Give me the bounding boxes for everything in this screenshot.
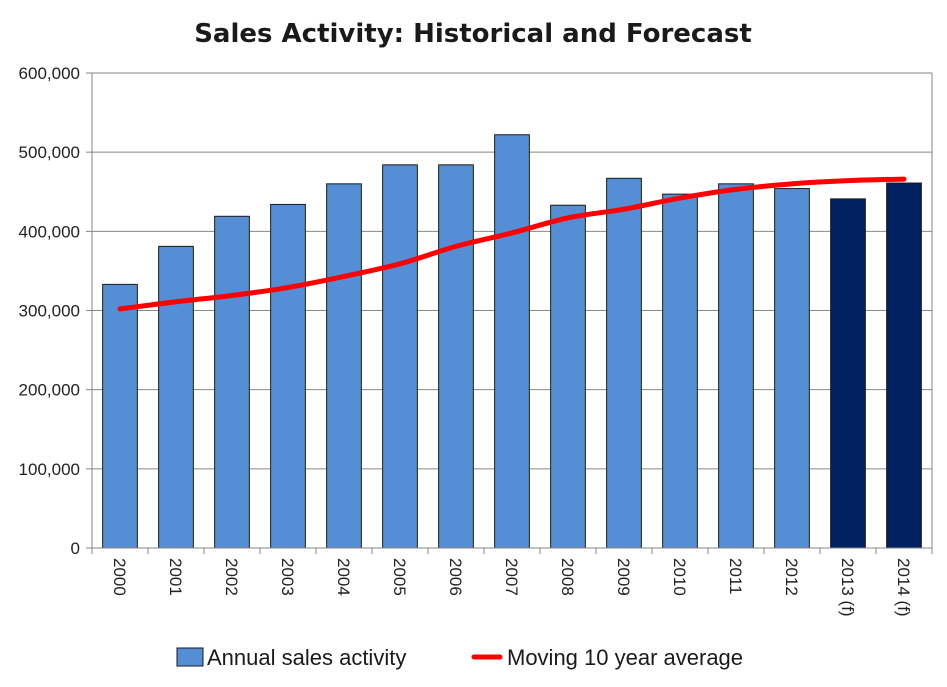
y-tick-label: 200,000 bbox=[19, 381, 80, 400]
forecast-bar bbox=[886, 182, 922, 549]
bar bbox=[326, 183, 362, 549]
x-tick-label: 2011 bbox=[726, 558, 745, 595]
bar bbox=[606, 177, 642, 549]
bar bbox=[214, 215, 250, 549]
y-tick-label: 400,000 bbox=[19, 222, 80, 241]
x-tick-label: 2008 bbox=[558, 558, 577, 596]
chart-title: Sales Activity: Historical and Forecast bbox=[194, 19, 752, 49]
bar bbox=[158, 245, 194, 549]
moving-average-line bbox=[117, 176, 907, 312]
bar bbox=[662, 193, 698, 549]
x-tick-label: 2003 bbox=[278, 558, 297, 596]
x-tick-label: 2002 bbox=[222, 558, 241, 596]
bar bbox=[382, 164, 418, 549]
legend-swatch-bar bbox=[176, 647, 204, 667]
bar bbox=[494, 134, 530, 549]
axes bbox=[86, 72, 933, 554]
y-tick-label: 100,000 bbox=[19, 460, 80, 479]
bar bbox=[438, 164, 474, 549]
x-tick-label: 2001 bbox=[166, 558, 185, 596]
x-tick-label: 2006 bbox=[446, 558, 465, 596]
y-tick-label: 0 bbox=[71, 539, 80, 558]
bar bbox=[774, 188, 810, 549]
legend-label-bar: Annual sales activity bbox=[207, 645, 406, 670]
bar bbox=[718, 183, 754, 549]
x-tick-label: 2010 bbox=[670, 558, 689, 596]
y-tick-label: 600,000 bbox=[19, 64, 80, 83]
x-tick-label: 2007 bbox=[502, 558, 521, 596]
legend-label-line: Moving 10 year average bbox=[507, 645, 743, 670]
x-tick-labels: 2000 2001 2002 2003 2004 2005 2006 2007 2008 2009… bbox=[110, 558, 913, 617]
y-tick-label: 300,000 bbox=[19, 302, 80, 321]
bars bbox=[102, 134, 922, 549]
x-tick-label: 2014 (f) bbox=[894, 558, 913, 617]
y-tick-label: 500,000 bbox=[19, 143, 80, 162]
x-tick-label: 2000 bbox=[110, 558, 129, 596]
x-tick-label: 2012 bbox=[782, 558, 801, 596]
x-tick-label: 2009 bbox=[614, 558, 633, 596]
y-tick-labels: 0 100,000 200,000 300,000 400,000 500,000 600,… bbox=[19, 64, 80, 558]
legend: Annual sales activity Moving 10 year ave… bbox=[176, 645, 743, 670]
x-tick-label: 2013 (f) bbox=[838, 558, 857, 617]
bar bbox=[270, 203, 306, 549]
x-tick-label: 2004 bbox=[334, 558, 353, 596]
x-tick-label: 2005 bbox=[390, 558, 409, 596]
forecast-bar bbox=[830, 198, 866, 549]
bar bbox=[102, 283, 138, 549]
bar bbox=[550, 204, 586, 549]
moving-average-line-layer bbox=[117, 176, 907, 312]
